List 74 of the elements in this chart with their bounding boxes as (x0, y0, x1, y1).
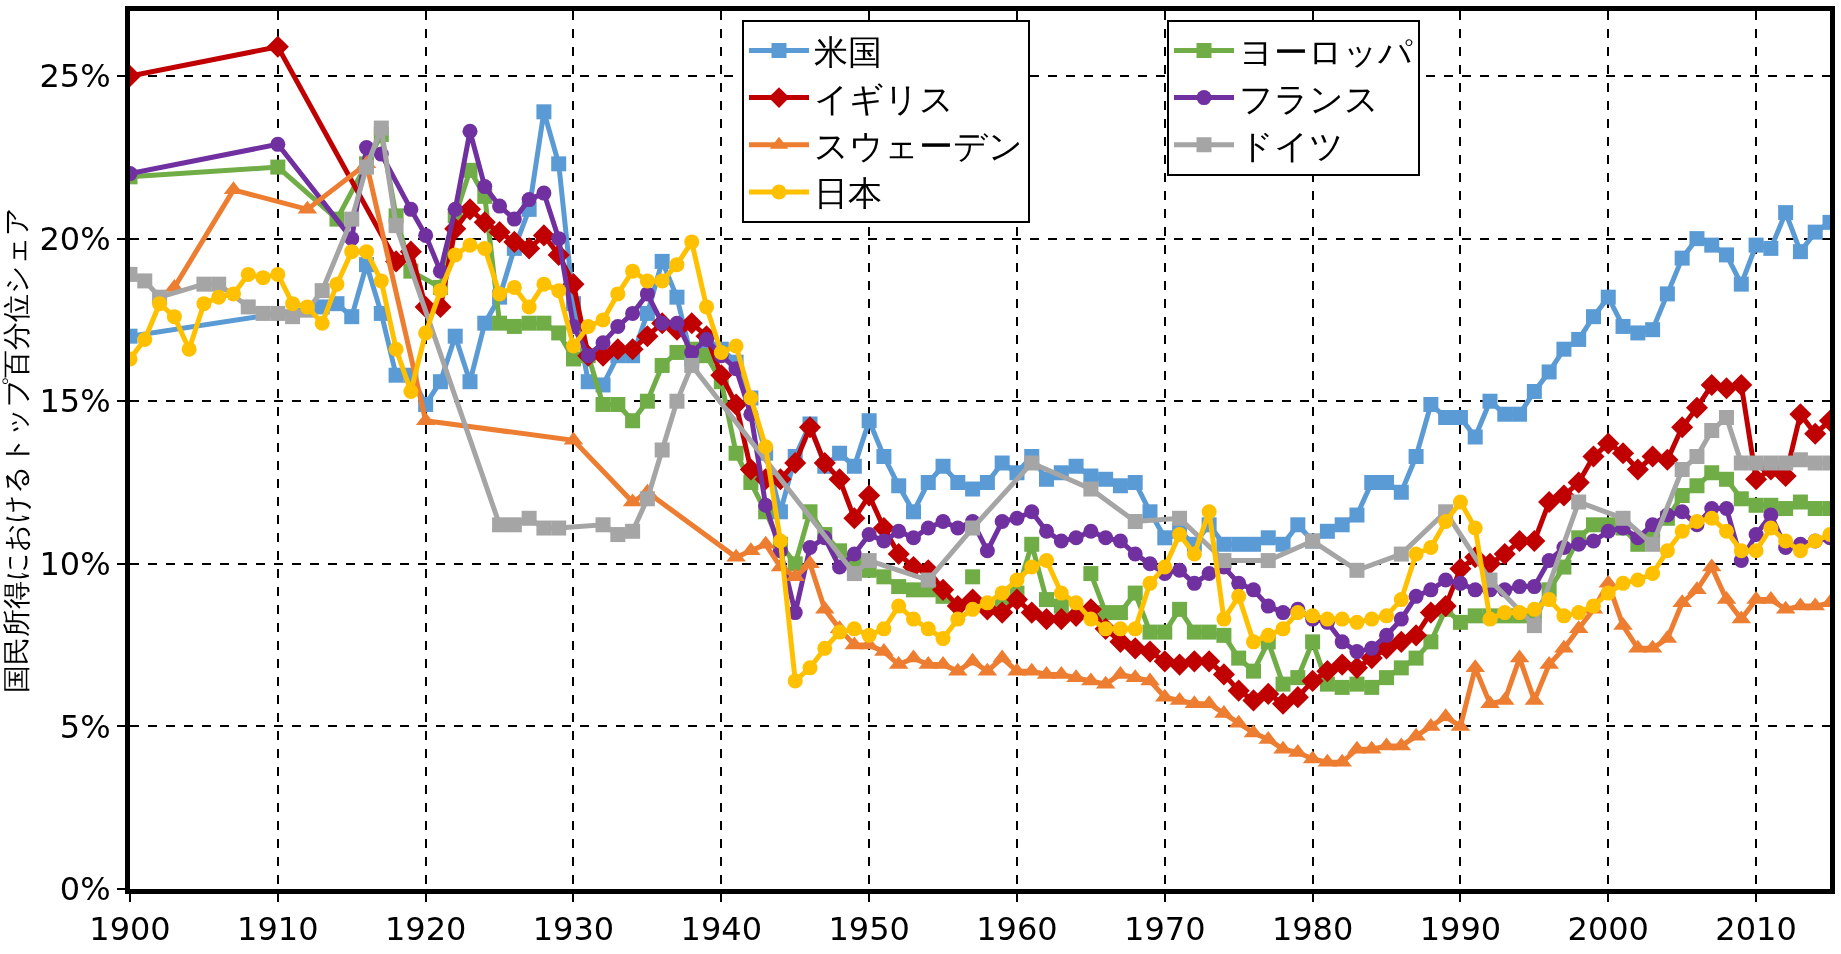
point (1704, 422, 1720, 438)
y-tick-label: 0% (59, 870, 111, 909)
point (669, 393, 685, 409)
x-tick-label: 1930 (532, 910, 615, 949)
point (1674, 462, 1690, 478)
x-tick-label: 1980 (1271, 910, 1354, 949)
legend-label: 米国 (814, 31, 882, 72)
point (1763, 455, 1779, 471)
point (344, 211, 360, 227)
point (388, 218, 404, 234)
x-tick-label: 1970 (1124, 910, 1206, 949)
point (551, 520, 567, 536)
legend-label: 日本 (814, 173, 882, 214)
point (314, 283, 330, 299)
point (285, 309, 301, 325)
y-tick-label: 20% (39, 219, 111, 258)
x-tick-label: 1950 (828, 910, 910, 949)
point (270, 305, 286, 321)
x-tick-label: 1920 (384, 910, 467, 949)
x-tick-label: 1990 (1419, 910, 1502, 949)
point (1083, 481, 1099, 497)
point (1615, 510, 1631, 526)
point (1172, 510, 1188, 526)
point (1733, 455, 1749, 471)
legend-label: フランス (1239, 78, 1379, 119)
legend-label: スウェーデン (814, 126, 1023, 167)
point (1807, 455, 1823, 471)
x-tick-label: 2000 (1567, 910, 1649, 949)
point (1645, 536, 1661, 552)
legend-label: ドイツ (1239, 126, 1344, 167)
point (1778, 455, 1794, 471)
point (610, 527, 626, 543)
point (1393, 546, 1409, 562)
point (1792, 452, 1808, 468)
y-tick-label: 25% (39, 57, 111, 96)
legend-label: イギリス (814, 78, 954, 119)
point (1571, 494, 1587, 510)
point (1127, 514, 1143, 530)
point (595, 517, 611, 533)
y-axis-title: 国民所得におけるトップ百分位シェア (0, 207, 33, 693)
y-tick-label: 15% (39, 382, 111, 421)
point (684, 357, 700, 373)
x-tick-label: 1910 (237, 910, 319, 949)
point (506, 517, 522, 533)
point (1526, 618, 1542, 634)
point (1689, 449, 1705, 464)
point (211, 276, 227, 292)
point (639, 491, 655, 507)
point (1349, 562, 1365, 578)
point (492, 517, 508, 533)
point (137, 273, 153, 289)
point (196, 276, 212, 292)
point (536, 520, 552, 536)
x-tick-label: 2010 (1715, 910, 1797, 949)
point (1024, 455, 1040, 471)
point (965, 520, 981, 536)
point (1260, 553, 1276, 569)
point (846, 566, 862, 582)
legend-label: ヨーロッパ (1239, 31, 1413, 72)
point (654, 442, 670, 458)
y-tick-label: 10% (39, 545, 111, 584)
point (255, 305, 271, 321)
point (625, 523, 641, 539)
point (240, 299, 256, 315)
x-tick-label: 1960 (976, 910, 1058, 949)
point (861, 553, 877, 569)
point (521, 510, 537, 526)
point (373, 120, 389, 136)
x-tick-label: 1940 (680, 910, 763, 949)
point (1719, 409, 1735, 425)
x-tick-label: 1900 (89, 910, 171, 949)
y-tick-label: 5% (59, 707, 111, 746)
point (920, 572, 936, 588)
point (1748, 455, 1764, 471)
